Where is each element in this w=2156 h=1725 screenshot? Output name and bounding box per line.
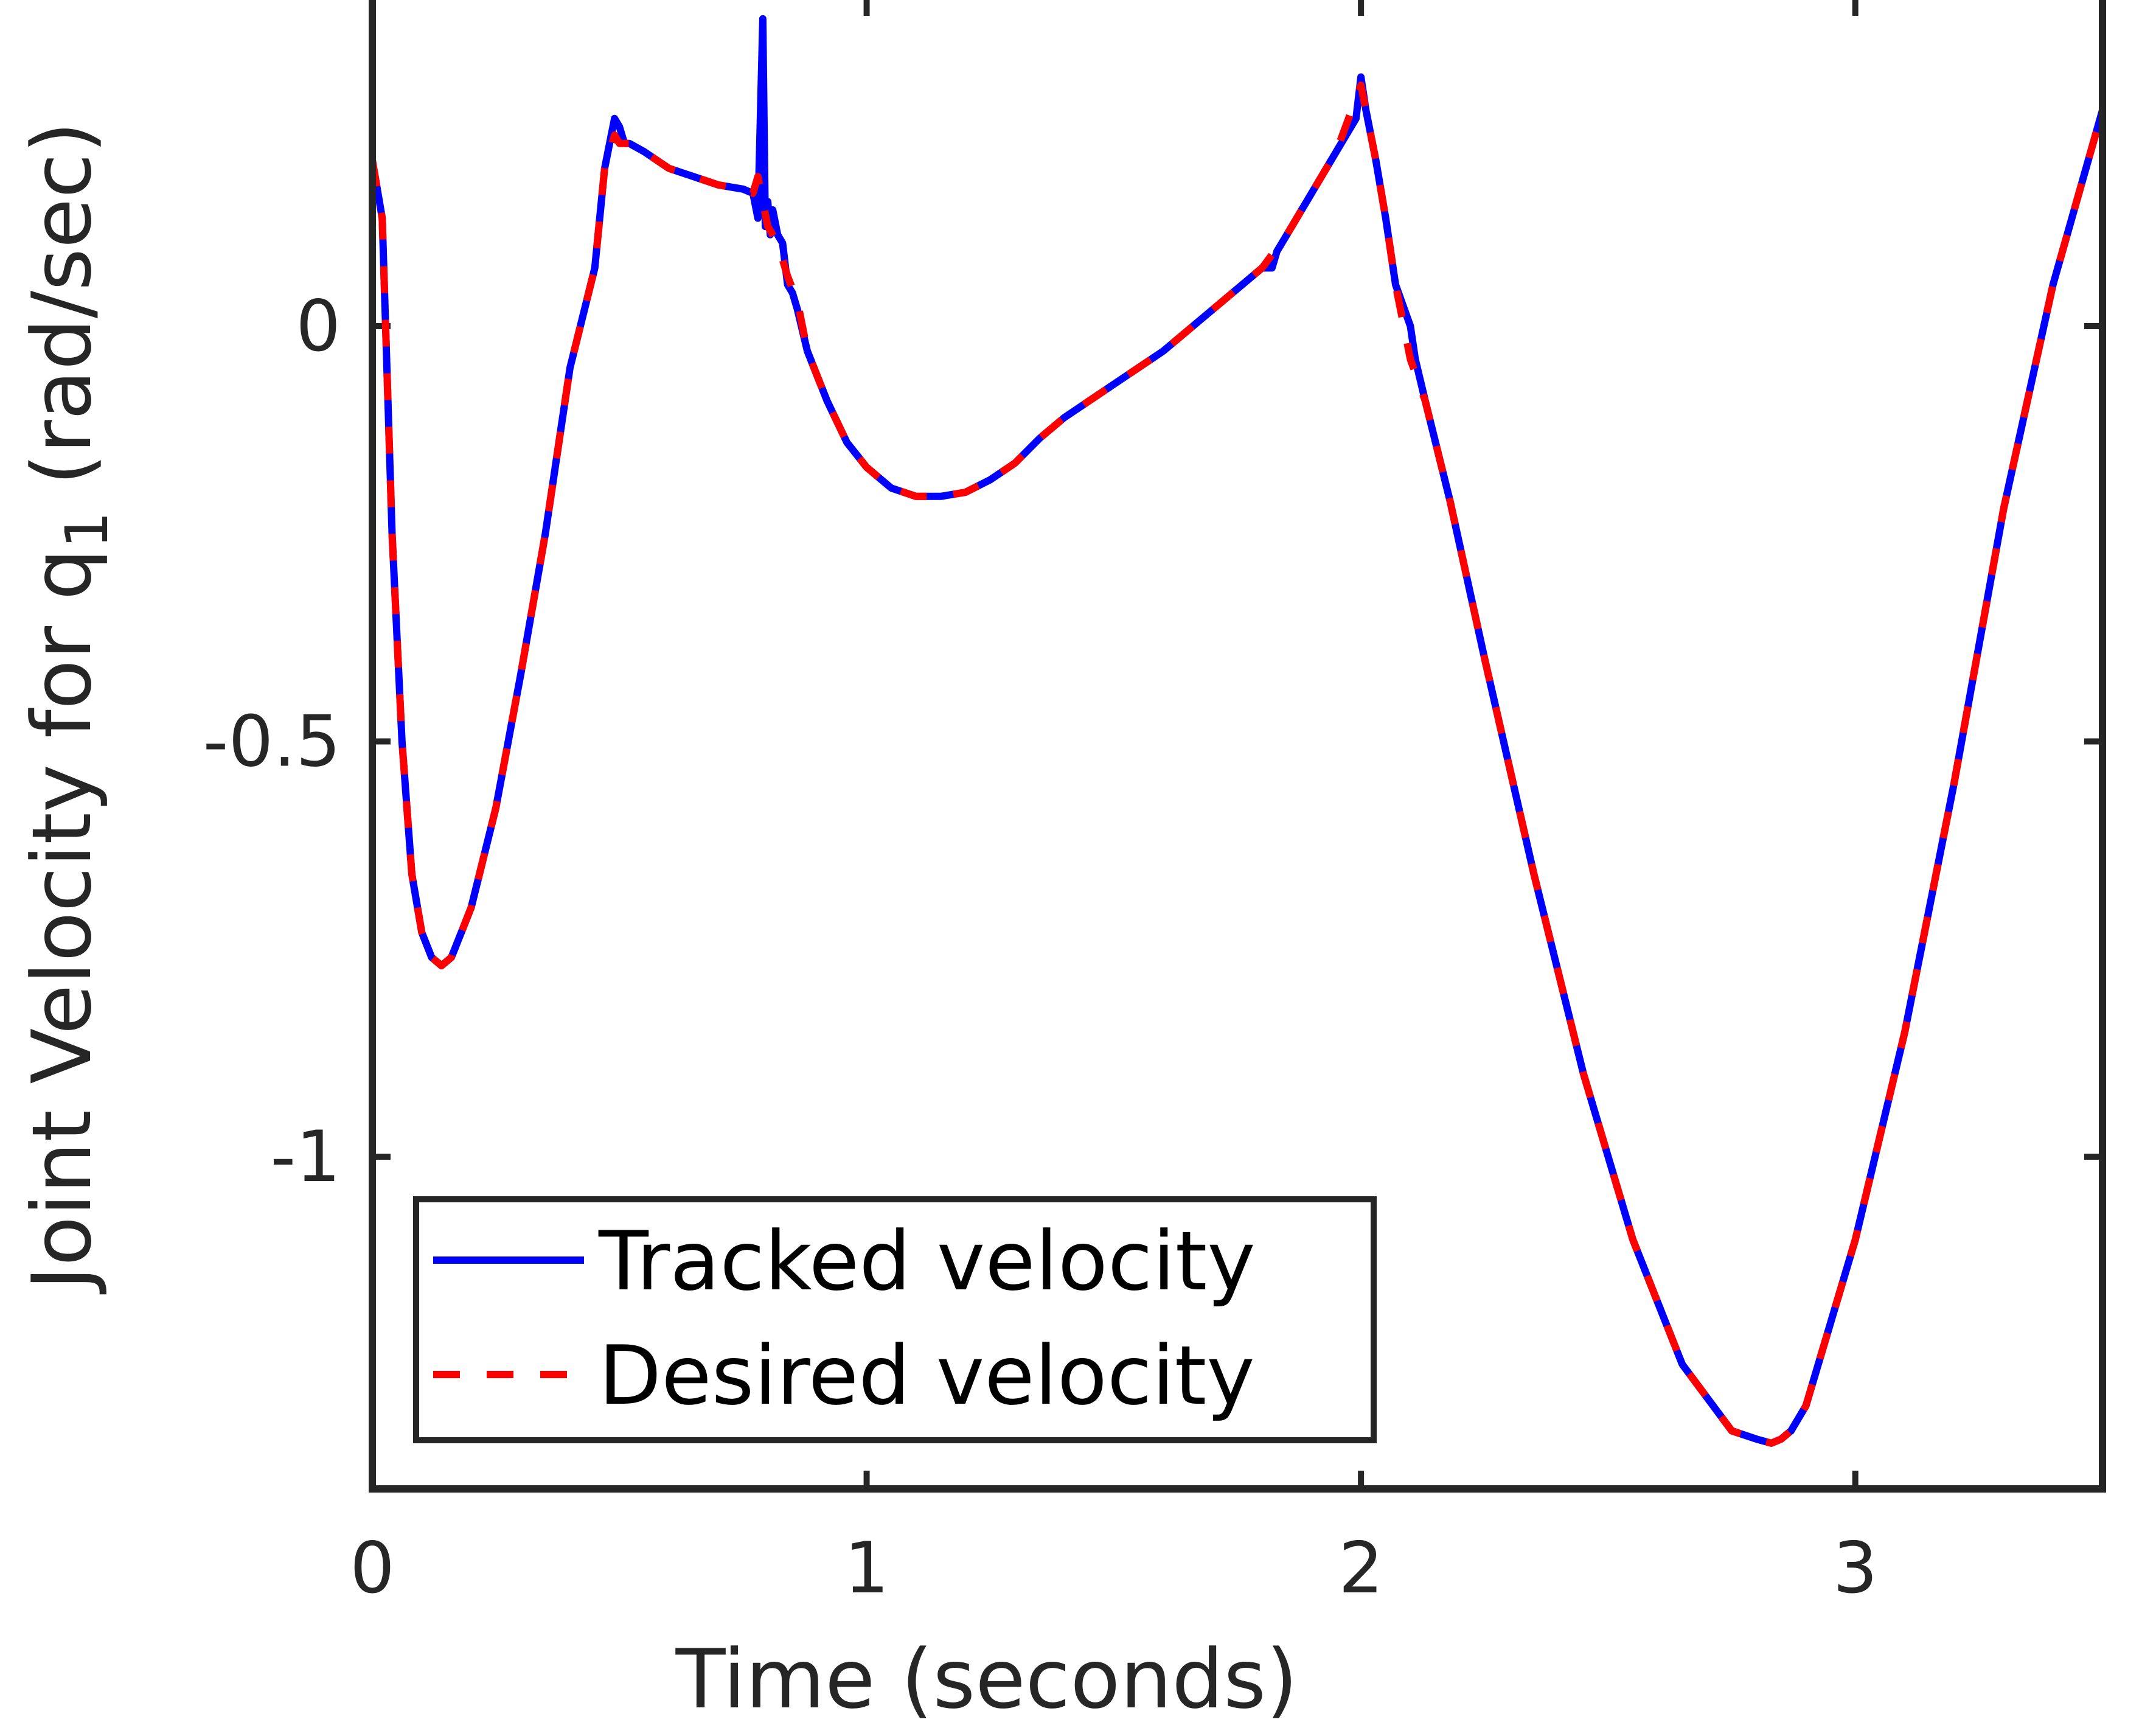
x-tick-label: 1	[844, 1527, 889, 1609]
legend-label-tracked: Tracked velocity	[598, 1214, 1256, 1309]
x-tick-label: 2	[1338, 1527, 1383, 1609]
y-axis-label: Joint Velocity for q1 (rad/sec)	[15, 122, 121, 1295]
x-axis-label: Time (seconds)	[675, 1632, 1298, 1725]
y-axis-label-subscript: 1	[53, 511, 121, 548]
legend-box	[413, 1196, 1377, 1443]
legend-label-desired: Desired velocity	[599, 1328, 1255, 1423]
y-tick-label: -1	[270, 1116, 341, 1198]
desired-velocity-line	[372, 82, 2102, 1447]
y-tick-label: -0.5	[203, 701, 341, 783]
y-tick-label: 0	[296, 285, 341, 368]
y-axis-label-unit: (rad/sec)	[15, 122, 110, 486]
x-tick-label: 3	[1833, 1527, 1878, 1609]
axes-box	[369, 0, 2106, 1493]
y-axis-label-main: Joint Velocity for q	[15, 548, 110, 1294]
x-tick-label: 0	[350, 1527, 395, 1609]
legend: Tracked velocity Desired velocity	[413, 1196, 1377, 1443]
